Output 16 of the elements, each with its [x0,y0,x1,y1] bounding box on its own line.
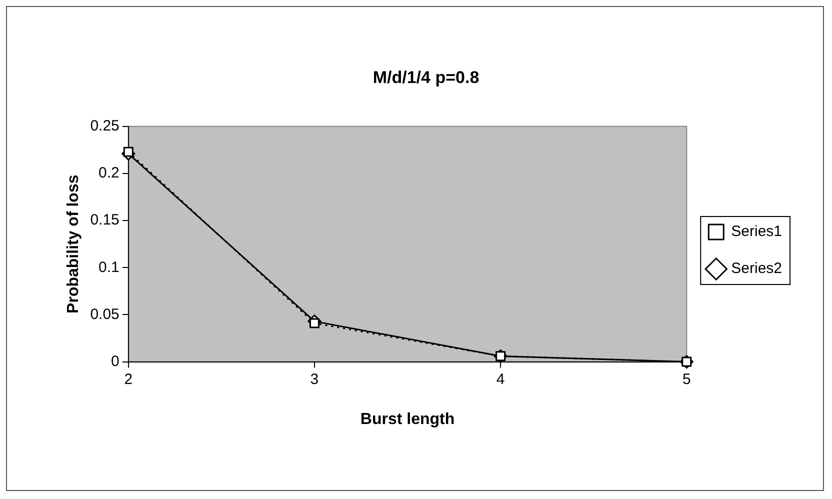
y-tick-label: 0.1 [98,258,120,276]
x-tick-label: 3 [310,370,319,388]
y-tick-label: 0.25 [90,118,120,135]
x-axis-title: Burst length [360,410,455,428]
y-axis-title: Probability of loss [65,174,82,314]
point [123,146,134,157]
x-tick-label: 2 [124,370,133,388]
chart-title: M/d/1/4 p=0.8 [372,68,480,87]
legend-label: Series2 [731,260,782,278]
y-tick-label: 0.15 [90,212,120,229]
x-tick-label: 4 [496,370,505,388]
y-tick-label: 0 [111,352,120,370]
x-tick-label: 5 [682,370,691,388]
legend-label: Series1 [731,223,782,240]
y-tick-label: 0.05 [90,306,120,323]
y-tick-label: 0.2 [98,164,120,182]
